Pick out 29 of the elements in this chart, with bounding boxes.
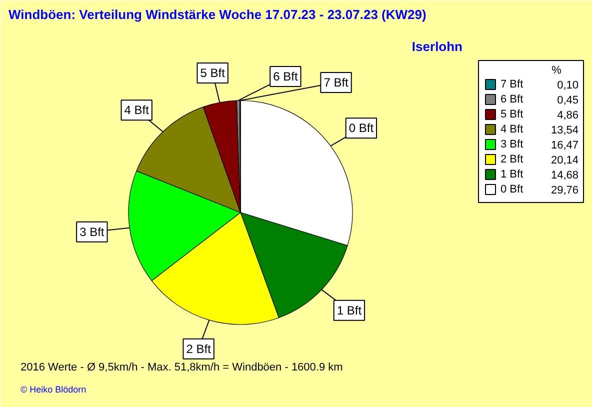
data-label: 4,86 <box>557 110 579 122</box>
legend-label: 4 Bft <box>500 124 524 136</box>
legend-label: 1 Bft <box>500 168 524 180</box>
legend-label: 5 Bft <box>500 108 524 120</box>
data-label: 20,14 <box>550 154 579 166</box>
data-label: 0,10 <box>557 80 579 92</box>
chart-title: Windböen: Verteilung Windstärke Woche 17.07.23 - 23.07.23 (KW29) <box>8 7 426 22</box>
slice-label: 3 Bft <box>80 224 105 239</box>
data-label: 13,54 <box>550 124 579 136</box>
data-label: 14,68 <box>550 170 579 182</box>
slice-label: 0 Bft <box>348 121 374 136</box>
slice-label: 7 Bft <box>324 76 350 90</box>
slice-label: 5 Bft <box>200 66 226 80</box>
legend-label: 0 Bft <box>500 184 524 196</box>
data-label: 0,45 <box>557 94 579 106</box>
legend-label: 2 Bft <box>500 154 524 166</box>
legend-label: 6 Bft <box>500 94 524 106</box>
text: 2016 Werte - Ø 9,5km/h - Max. 51,8km/h = Windböen - 1600.9 km <box>20 362 343 374</box>
slice-label: 4 Bft <box>124 103 150 118</box>
slice-label: 1 Bft <box>336 303 362 318</box>
data-label: 16,47 <box>550 140 579 152</box>
legend-label: 7 Bft <box>500 78 524 90</box>
chart-subtitle: Iserlohn <box>412 39 463 54</box>
slice-label: 6 Bft <box>273 70 298 84</box>
legend-label: 3 Bft <box>500 138 524 150</box>
slice-label: 2 Bft <box>186 342 212 356</box>
text: © Heiko Blödorn <box>20 384 86 394</box>
legend-title: % <box>552 64 562 76</box>
data-label: 29,76 <box>550 184 579 196</box>
